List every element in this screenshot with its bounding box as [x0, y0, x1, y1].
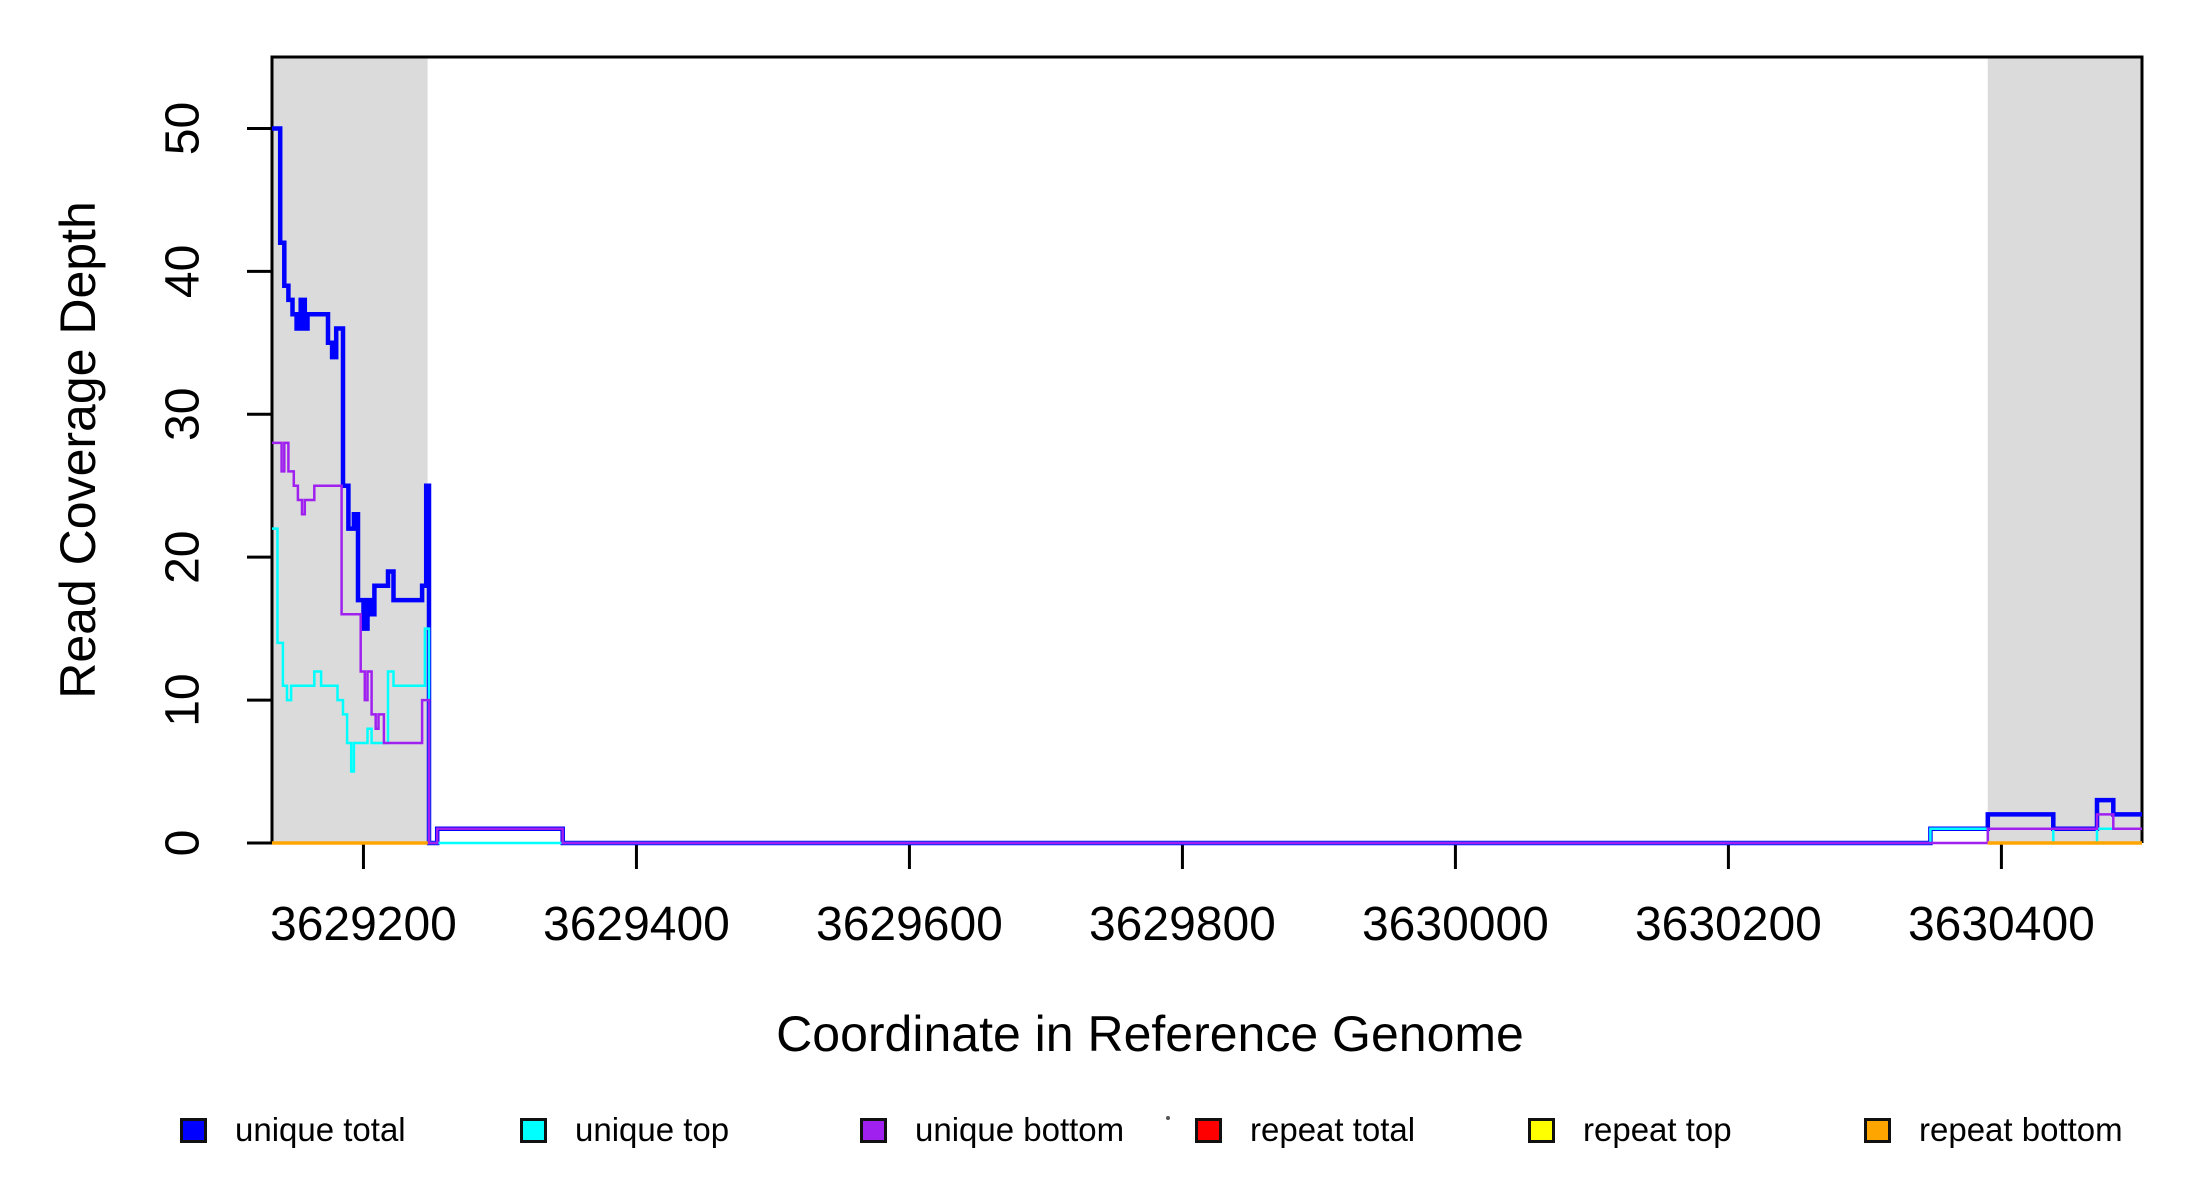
legend-swatch-icon [1195, 1117, 1222, 1143]
shaded-region [272, 57, 428, 843]
x-tick-label: 3629400 [543, 898, 730, 951]
series-unique-total [272, 126, 2142, 846]
series-unique-top [272, 527, 2142, 845]
legend-entry-unique-bottom: unique bottom [860, 1111, 1125, 1148]
legend-entry-unique-total: unique total [180, 1111, 406, 1148]
legend-entry-unique-top: unique top [520, 1111, 730, 1148]
legend-label: unique total [235, 1111, 406, 1148]
x-tick-label: 3630200 [1635, 898, 1822, 951]
series-unique-bottom [272, 441, 2142, 845]
y-tick-label: 30 [157, 388, 210, 441]
y-tick-label: 40 [157, 245, 210, 298]
x-tick-label: 3629600 [816, 898, 1003, 951]
y-tick-label: 0 [157, 830, 210, 857]
y-tick-label: 20 [157, 530, 210, 583]
legend-label: unique top [575, 1111, 730, 1148]
legend-entry-repeat-bottom: repeat bottom [1864, 1111, 2123, 1148]
legend-entry-repeat-total: repeat total [1195, 1111, 1416, 1148]
legend-label: unique bottom [915, 1111, 1125, 1148]
y-tick-label: 50 [157, 102, 210, 155]
legend-swatch-icon [860, 1117, 887, 1143]
legend-swatch-icon [520, 1117, 547, 1143]
x-axis-title: Coordinate in Reference Genome [776, 1006, 1524, 1062]
legend-label: repeat top [1583, 1111, 1732, 1148]
plot-border [270, 55, 2144, 843]
legend-artifact-dot [1166, 1116, 1170, 1120]
legend-label: repeat bottom [1919, 1111, 2123, 1148]
x-tick-label: 3630000 [1362, 898, 1549, 951]
legend-swatch-icon [1864, 1117, 1891, 1143]
legend-entry-repeat-top: repeat top [1528, 1111, 1732, 1148]
y-tick-label: 10 [157, 673, 210, 726]
legend-swatch-icon [1528, 1117, 1555, 1143]
x-tick-label: 3629800 [1089, 898, 1276, 951]
shaded-region [1987, 57, 2142, 843]
y-axis-title: Read Coverage Depth [50, 201, 106, 699]
legend-label: repeat total [1250, 1111, 1416, 1148]
x-tick-label: 3629200 [270, 898, 457, 951]
x-tick-label: 3630400 [1908, 898, 2095, 951]
legend-swatch-icon [180, 1117, 207, 1143]
